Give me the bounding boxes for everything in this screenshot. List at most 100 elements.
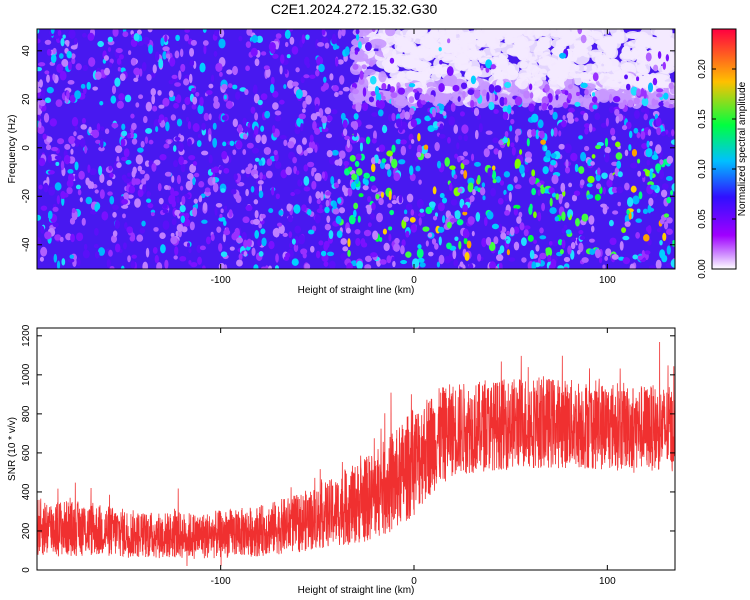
heatmap-cell [429,67,444,75]
heatmap-cell [325,199,330,208]
heatmap-cell [388,190,392,201]
heatmap-cell [648,197,654,207]
heatmap-cell [124,94,132,103]
heatmap-cell [356,260,363,269]
spectrogram-ticks: -100 0 100 -40 -20 0 20 40 [21,29,675,286]
heatmap-cell [425,240,429,247]
heatmap-cell [197,104,204,115]
heatmap-cell [95,139,101,144]
heatmap-cell [212,177,216,185]
heatmap-cell [406,70,417,78]
heatmap-cell [541,96,549,105]
heatmap-cell [381,125,388,134]
heatmap-cell [87,180,93,189]
heatmap-cell [181,195,186,206]
heatmap-cell [181,103,186,111]
heatmap-cell [326,215,331,223]
heatmap-cell [122,31,129,38]
heatmap-cell [56,195,60,205]
heatmap-cell [471,153,475,162]
heatmap-cell [87,164,91,173]
heatmap-cell [583,123,591,129]
heatmap-cell [300,76,305,84]
heatmap-cell [321,171,326,179]
heatmap-cell [571,194,578,202]
heatmap-cell [514,134,519,143]
heatmap-cell [487,167,493,177]
heatmap-cell [550,152,557,159]
heatmap-cell [539,235,547,240]
heatmap-cell [462,159,470,165]
heatmap-cell [184,212,190,220]
heatmap-cell [436,160,442,169]
heatmap-cell [352,63,359,70]
heatmap-cell [331,149,339,156]
heatmap-cell [388,226,393,231]
heatmap-cell [454,236,459,242]
heatmap-cell [131,177,137,186]
spectrogram-y-tick-label: 40 [21,45,32,57]
heatmap-cell [616,186,624,194]
heatmap-cell [602,264,606,269]
heatmap-cell [432,107,436,118]
heatmap-cell [490,64,497,70]
heatmap-cell [145,128,153,134]
heatmap-cell [63,154,71,165]
heatmap-cell [257,180,264,185]
heatmap-cell [135,102,140,108]
heatmap-cell [82,32,87,38]
heatmap-cell [656,227,662,233]
heatmap-cell [640,131,646,140]
heatmap-cell [294,127,301,135]
heatmap-cell [579,235,586,241]
heatmap-cell [188,73,193,84]
heatmap-cell [396,43,408,52]
heatmap-cell [107,47,112,52]
heatmap-cell [506,48,515,56]
heatmap-cell [392,260,396,268]
heatmap-cell [548,68,558,82]
heatmap-cell [524,40,543,53]
spectrogram-panel: -100 0 100 -40 -20 0 20 40 Height of straight l… [7,28,676,296]
heatmap-cell [610,127,616,136]
heatmap-cell [600,122,608,128]
heatmap-cell [605,44,617,59]
heatmap-cell [467,216,475,225]
heatmap-cell [196,140,202,147]
heatmap-cell [253,164,258,171]
heatmap-cell [619,240,624,251]
heatmap-cell [94,227,99,236]
heatmap-cell [303,186,311,192]
heatmap-cell [316,208,324,214]
heatmap-cell [108,249,113,257]
heatmap-cell [60,190,66,200]
heatmap-cell [609,106,615,114]
heatmap-cell [492,179,497,184]
heatmap-cell [416,198,424,209]
heatmap-cell [164,171,172,177]
heatmap-cell [192,161,198,166]
heatmap-cell [642,208,648,215]
heatmap-cell [562,102,569,109]
heatmap-cell [564,143,572,154]
spectrogram-y-tick-label: 20 [21,93,32,105]
heatmap-cell [453,124,459,134]
snr-frame [36,327,676,571]
heatmap-cell [653,64,659,72]
heatmap-cell [531,187,537,196]
heatmap-cell [193,172,200,178]
heatmap-cell [171,74,178,80]
heatmap-cell [335,57,339,67]
heatmap-cell [37,66,42,72]
heatmap-cell [342,86,350,92]
heatmap-cell [488,101,495,111]
heatmap-cell [61,59,69,67]
heatmap-cell [515,29,533,36]
heatmap-cell [81,217,86,226]
heatmap-cell [60,160,65,171]
heatmap-cell [157,89,162,96]
heatmap-cell [659,41,672,56]
heatmap-cell [69,254,75,259]
heatmap-cell [300,123,304,132]
heatmap-cell [116,162,122,169]
